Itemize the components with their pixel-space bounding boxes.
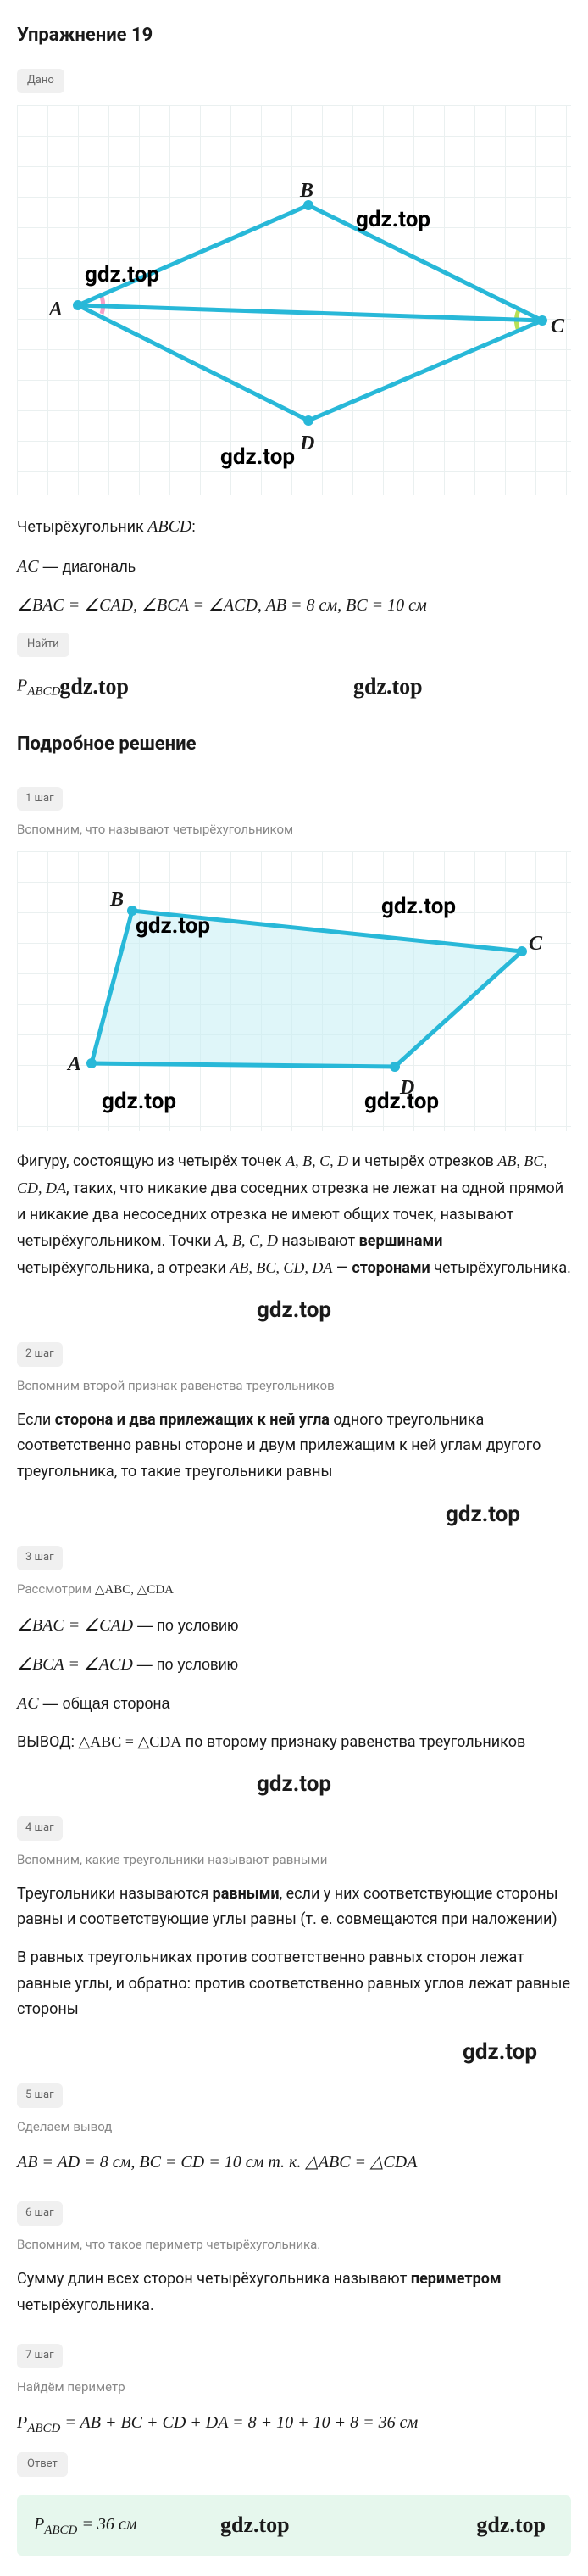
step-5-badge: 5 шаг xyxy=(17,2083,63,2108)
equal-triangles-prop: В равных треугольниках против соответств… xyxy=(17,1945,571,2023)
cond-3: AC — общая сторона xyxy=(17,1690,571,1717)
diagram-2-edges xyxy=(17,851,571,1131)
step-3-badge: 3 шаг xyxy=(17,1546,63,1570)
watermark: gdz.top xyxy=(476,2507,546,2543)
step-5-result: AB = AD = 8 см, BC = CD = 10 см т. к. △A… xyxy=(17,2149,571,2176)
conclusion-3: ВЫВОД: △ABC = △CDA по второму признаку р… xyxy=(17,1729,571,1756)
find-expr: PABCD gdz.top gdz.top xyxy=(17,669,571,705)
watermark: gdz.top xyxy=(257,1293,331,1329)
step-7-badge: 7 шаг xyxy=(17,2344,63,2368)
step-2-badge: 2 шаг xyxy=(17,1342,63,1367)
perimeter-def: Сумму длин всех сторон четырёхугольника … xyxy=(17,2267,571,2318)
watermark: gdz.top xyxy=(257,1767,331,1803)
solution-title: Подробное решение xyxy=(17,729,571,759)
diagram-2: ABCDgdz.topgdz.topgdz.topgdz.top xyxy=(17,851,571,1131)
watermark: gdz.top xyxy=(446,1497,520,1533)
quad-definition: Фигуру, состоящую из четырёх точек A, B,… xyxy=(17,1148,571,1281)
watermark: gdz.top xyxy=(463,2035,537,2071)
step-4-badge: 4 шаг xyxy=(17,1816,63,1841)
watermark: gdz.top xyxy=(220,2507,290,2543)
second-criterion: Если сторона и два прилежащих к ней угла… xyxy=(17,1408,571,1486)
equal-triangles-def: Треугольники называются равными, если у … xyxy=(17,1882,571,1933)
consider-triangles: Рассмотрим △ABC, △CDA xyxy=(17,1579,571,1600)
given-line-1: Четырёхугольник ABCD: xyxy=(17,512,571,541)
perimeter-calc: PABCD = AB + BC + CD + DA = 8 + 10 + 10 … xyxy=(17,2409,571,2439)
hint-2: Вспомним второй признак равенства треуго… xyxy=(17,1375,571,1396)
given-line-2: AC — диагональ xyxy=(17,553,571,580)
find-badge: Найти xyxy=(17,633,69,657)
hint-6: Вспомним, что такое периметр четырёхугол… xyxy=(17,2234,571,2255)
diagram-1-edges xyxy=(17,105,571,495)
answer-box: PABCD = 36 см gdz.top gdz.top xyxy=(17,2495,571,2556)
hint-5: Сделаем вывод xyxy=(17,2116,571,2137)
step-6-badge: 6 шаг xyxy=(17,2201,63,2226)
diagram-1: ABCDgdz.topgdz.topgdz.top xyxy=(17,105,571,495)
given-line-3: ∠BAC = ∠CAD, ∠BCA = ∠ACD, AB = 8 см, BC … xyxy=(17,592,571,619)
answer-badge: Ответ xyxy=(17,2452,68,2477)
cond-1: ∠BAC = ∠CAD — по условию xyxy=(17,1612,571,1639)
given-badge: Дано xyxy=(17,69,64,93)
step-1-badge: 1 шаг xyxy=(17,787,63,811)
page-title: Упражнение 19 xyxy=(17,20,571,50)
hint-7: Найдём периметр xyxy=(17,2377,571,2397)
hint-1: Вспомним, что называют четырёхугольником xyxy=(17,819,571,839)
hint-4: Вспомним, какие треугольники называют ра… xyxy=(17,1849,571,1870)
cond-2: ∠BCA = ∠ACD — по условию xyxy=(17,1651,571,1678)
